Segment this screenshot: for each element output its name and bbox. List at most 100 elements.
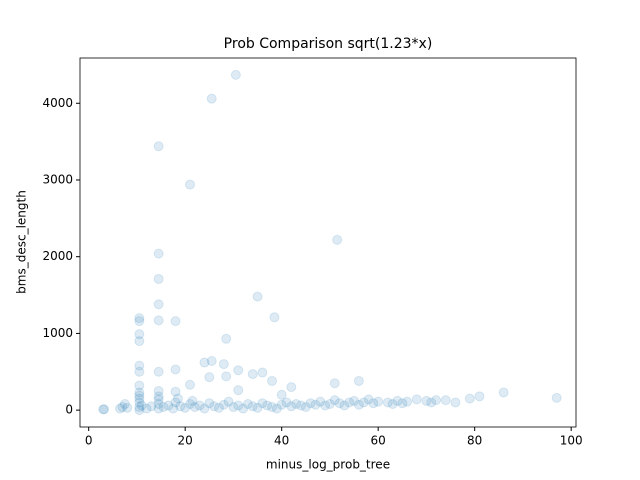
point	[271, 403, 282, 414]
point	[252, 402, 263, 413]
point	[368, 398, 379, 409]
plot-frame	[79, 57, 577, 428]
point	[180, 402, 191, 413]
point	[134, 393, 145, 404]
point	[134, 387, 145, 398]
point	[353, 399, 364, 410]
point	[242, 398, 253, 409]
point	[252, 291, 263, 302]
point	[98, 404, 109, 415]
x-tick-label: 80	[467, 434, 482, 448]
point	[134, 402, 145, 413]
point	[153, 315, 164, 326]
point	[153, 385, 164, 396]
point	[146, 401, 157, 412]
point	[295, 400, 306, 411]
point	[223, 396, 234, 407]
point	[168, 403, 179, 414]
x-axis-label: minus_log_prob_tree	[266, 458, 390, 472]
point	[450, 397, 461, 408]
point	[230, 69, 241, 80]
point	[286, 382, 297, 393]
point	[175, 401, 186, 412]
point	[99, 404, 110, 415]
point	[141, 403, 152, 414]
point	[163, 400, 174, 411]
point	[373, 396, 384, 407]
point	[257, 367, 268, 378]
point	[153, 248, 164, 259]
point	[117, 402, 128, 413]
y-tick-label: 0	[65, 403, 73, 417]
point	[551, 392, 562, 403]
point	[233, 385, 244, 396]
point	[281, 397, 292, 408]
point	[382, 397, 393, 408]
point	[134, 405, 145, 416]
x-tick-label: 20	[178, 434, 193, 448]
point	[426, 397, 437, 408]
point	[332, 234, 343, 245]
point	[185, 179, 196, 190]
point	[187, 395, 198, 406]
point	[402, 396, 413, 407]
point	[339, 400, 350, 411]
point	[218, 359, 229, 370]
point	[233, 365, 244, 376]
point	[170, 364, 181, 375]
point	[329, 378, 340, 389]
point	[153, 141, 164, 152]
point	[397, 398, 408, 409]
point	[228, 402, 239, 413]
point	[206, 93, 217, 104]
point	[349, 395, 360, 406]
y-axis-label: bms_desc_length	[15, 190, 29, 294]
point	[387, 398, 398, 409]
point	[153, 394, 164, 405]
point	[329, 395, 340, 406]
point	[358, 397, 369, 408]
point	[134, 336, 145, 347]
point	[134, 313, 145, 324]
point	[392, 395, 403, 406]
point	[411, 394, 422, 405]
point	[464, 393, 475, 404]
x-tick-label: 100	[560, 434, 583, 448]
point	[334, 398, 345, 409]
point	[153, 391, 164, 402]
point	[315, 396, 326, 407]
point	[185, 379, 196, 390]
point	[262, 400, 273, 411]
point	[189, 402, 200, 413]
point	[153, 403, 164, 414]
point	[247, 401, 258, 412]
point	[233, 400, 244, 411]
point	[353, 375, 364, 386]
point	[474, 391, 485, 402]
point	[363, 394, 374, 405]
x-tick-label: 40	[274, 434, 289, 448]
point	[291, 398, 302, 409]
point	[305, 398, 316, 409]
point	[238, 403, 249, 414]
y-tick-label: 2000	[42, 249, 73, 263]
point	[134, 380, 145, 391]
point	[344, 397, 355, 408]
point	[221, 371, 232, 382]
point	[267, 375, 278, 386]
chart-title: Prob Comparison sqrt(1.23*x)	[224, 36, 433, 52]
x-tick-label: 60	[371, 434, 386, 448]
point	[247, 369, 258, 380]
point	[286, 401, 297, 412]
point	[199, 357, 210, 368]
x-tick-label: 0	[85, 434, 93, 448]
point	[185, 398, 196, 409]
point	[115, 403, 126, 414]
point	[320, 400, 331, 411]
point	[267, 402, 278, 413]
point	[257, 398, 268, 409]
point	[170, 386, 181, 397]
point	[300, 402, 311, 413]
